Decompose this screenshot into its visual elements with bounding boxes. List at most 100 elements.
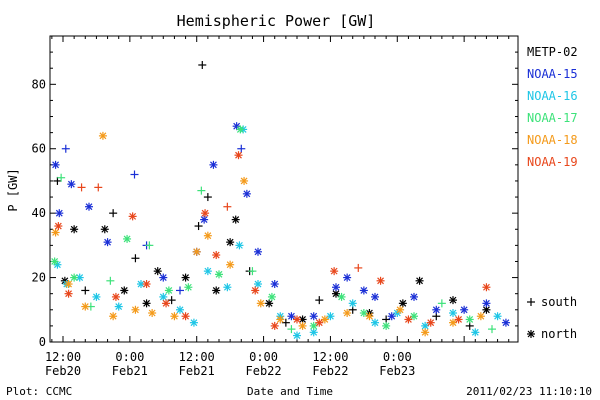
data-point [176, 305, 184, 314]
y-tick-label: 20 [32, 271, 46, 285]
data-point [315, 296, 324, 305]
data-point [454, 315, 463, 324]
data-point [164, 286, 173, 295]
y-tick-label: 60 [32, 142, 46, 156]
data-point [482, 299, 491, 308]
data-point [94, 183, 103, 192]
data-point [437, 299, 446, 308]
data-point [51, 160, 60, 169]
legend-entry: NOAA-15 [527, 67, 578, 81]
data-point [203, 193, 212, 202]
data-point [293, 331, 301, 340]
data-point [194, 222, 203, 231]
chart-title: Hemispheric Power [GW] [177, 12, 376, 30]
data-point [109, 312, 118, 321]
data-point [235, 241, 244, 250]
y-axis: 0 20 40 60 80 [32, 35, 518, 349]
data-point [181, 273, 190, 282]
data-point [200, 215, 209, 224]
data-point [396, 305, 405, 314]
data-point [398, 299, 407, 308]
data-point [256, 299, 265, 308]
data-point [365, 312, 374, 321]
x-tick-label-time: 12:00 [312, 350, 348, 364]
data-point [142, 299, 151, 308]
data-point [315, 318, 324, 327]
data-point [51, 228, 60, 237]
data-point [67, 180, 76, 189]
data-point [493, 312, 502, 321]
legend-entry: NOAA-17 [527, 111, 578, 125]
data-point [449, 296, 457, 305]
data-point [201, 209, 210, 218]
data-point [77, 183, 86, 192]
data-point [501, 318, 510, 327]
x-tick-label-date: Feb23 [379, 364, 415, 378]
data-point [265, 299, 274, 308]
footer-timestamp: 2011/02/23 11:10:10 [466, 385, 592, 398]
data-point [287, 325, 296, 334]
data-point [176, 286, 184, 295]
data-point [142, 280, 151, 289]
marker-legend-label: south [541, 295, 577, 309]
data-point [410, 312, 418, 321]
data-point [421, 328, 430, 337]
data-point [159, 292, 168, 301]
data-point [114, 302, 123, 311]
data-point [50, 257, 59, 266]
x-axis-label: Date and Time [247, 385, 333, 398]
data-point [270, 280, 279, 289]
data-point [337, 292, 346, 301]
data-point [387, 312, 396, 321]
data-point [254, 280, 262, 289]
data-point [287, 312, 296, 321]
data-point [130, 170, 139, 179]
data-point [162, 299, 171, 308]
data-point [226, 238, 235, 247]
scatter-points [50, 60, 510, 340]
data-point [203, 267, 212, 276]
legend-entry: NOAA-18 [527, 133, 578, 147]
data-point [330, 267, 339, 276]
marker-legend-symbol [527, 298, 535, 306]
data-point [85, 202, 93, 211]
data-point [120, 286, 129, 295]
data-point [57, 173, 66, 182]
data-point [55, 209, 64, 218]
series-metp-02 [53, 60, 491, 330]
data-point [203, 231, 212, 240]
data-point [170, 312, 179, 321]
data-point [332, 283, 340, 292]
data-point [103, 238, 112, 247]
data-point [404, 315, 413, 324]
data-point [54, 222, 63, 231]
series-noaa-19 [54, 151, 491, 330]
footer-plot-source: Plot: CCMC [6, 385, 72, 398]
data-point [148, 309, 157, 318]
data-point [482, 305, 491, 314]
data-point [212, 251, 221, 260]
data-point [449, 318, 457, 327]
data-point [359, 286, 368, 295]
data-point [309, 312, 318, 321]
data-point [426, 318, 435, 327]
data-point [81, 302, 90, 311]
data-point [281, 318, 290, 327]
data-point [293, 315, 301, 324]
x-tick-label-time: 0:00 [383, 350, 412, 364]
data-point [189, 318, 198, 327]
data-point [415, 276, 424, 285]
data-point [348, 299, 357, 308]
data-point [81, 286, 90, 295]
data-point [131, 305, 140, 314]
y-axis-label: P [GW] [6, 168, 20, 211]
data-point [354, 263, 363, 272]
data-point [223, 283, 232, 292]
x-tick-label-date: Feb22 [312, 364, 348, 378]
data-point [111, 292, 120, 301]
data-point [488, 325, 496, 334]
data-point [465, 315, 474, 324]
data-point [371, 318, 379, 327]
data-point [92, 292, 101, 301]
